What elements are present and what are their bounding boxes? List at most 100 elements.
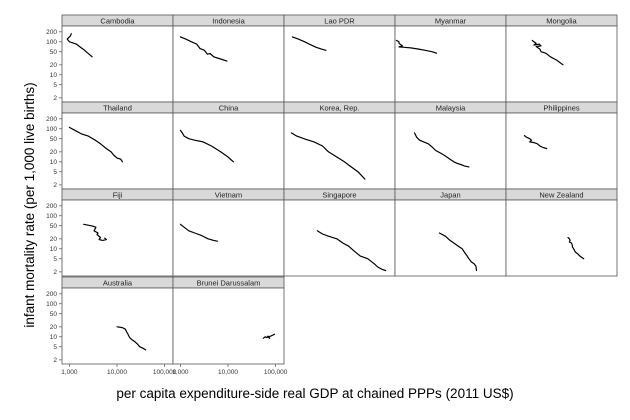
x-tick-label: 10,000 xyxy=(107,369,127,376)
panel-label: China xyxy=(219,103,239,112)
y-tick-label: 10 xyxy=(50,334,58,341)
panel-plot-area xyxy=(283,199,396,277)
panel: China xyxy=(172,101,285,190)
y-tick-label: 10 xyxy=(50,159,58,166)
x-tick-label: 1,000 xyxy=(61,369,78,376)
x-tick-label: 100,000 xyxy=(153,369,177,376)
panel-plot-area xyxy=(61,287,174,365)
panel-label: New Zealand xyxy=(539,190,583,199)
series-line xyxy=(262,333,276,339)
y-tick-label: 5 xyxy=(53,256,57,263)
y-tick-label: 5 xyxy=(53,82,57,89)
y-tick-label: 200 xyxy=(46,291,57,298)
y-tick-label: 20 xyxy=(50,149,58,156)
panel-plot-area xyxy=(61,112,174,190)
panel-label: Vietnam xyxy=(215,190,242,199)
y-tick-label: 50 xyxy=(50,223,58,230)
panel: Lao PDR xyxy=(283,14,396,103)
series-line xyxy=(291,36,327,51)
y-tick-label: 50 xyxy=(50,311,58,318)
panel-plot-area xyxy=(61,25,174,103)
series-line xyxy=(179,36,228,62)
panel: Japan xyxy=(394,188,507,277)
y-tick-label: 10 xyxy=(50,246,58,253)
y-tick-label: 2 xyxy=(53,357,57,364)
panel: Korea, Rep. xyxy=(283,101,396,190)
panel: Australia xyxy=(61,276,174,365)
panel-label: Mongolia xyxy=(546,16,577,25)
x-tick-label: 1,000 xyxy=(172,369,189,376)
panel-label: Thailand xyxy=(103,103,132,112)
y-tick-label: 100 xyxy=(46,39,57,46)
y-tick-label: 200 xyxy=(46,116,57,123)
series-line xyxy=(567,236,585,260)
series-line xyxy=(179,129,234,163)
y-tick-label: 20 xyxy=(50,62,58,69)
panel-label: Philippines xyxy=(543,103,580,112)
panel-label: Fiji xyxy=(113,190,123,199)
y-tick-label: 5 xyxy=(53,169,57,176)
y-tick-label: 200 xyxy=(46,203,57,210)
panel: Philippines xyxy=(505,101,618,190)
panel-plot-area xyxy=(172,287,285,365)
panel-label: Cambodia xyxy=(100,16,135,25)
y-tick-label: 10 xyxy=(50,72,58,79)
panel-label: Australia xyxy=(103,278,133,287)
panel-plot-area xyxy=(172,112,285,190)
series-line xyxy=(316,230,387,272)
panel-label: Korea, Rep. xyxy=(319,103,359,112)
panel: Vietnam xyxy=(172,188,285,277)
y-tick-label: 5 xyxy=(53,344,57,351)
y-tick-label: 2 xyxy=(53,95,57,102)
panel-plot-area xyxy=(172,199,285,277)
x-tick-label: 10,000 xyxy=(218,369,238,376)
panel-label: Myanmar xyxy=(435,16,467,25)
y-axis-title: infant mortality rate (per 1,000 live bi… xyxy=(22,82,37,327)
panel: Malaysia xyxy=(394,101,507,190)
y-tick-label: 100 xyxy=(46,126,57,133)
y-tick-label: 50 xyxy=(50,49,58,56)
panel-plot-area xyxy=(283,25,396,103)
series-line xyxy=(68,126,123,163)
panel-label: Brunei Darussalam xyxy=(197,278,261,287)
panel-plot-area xyxy=(394,199,507,277)
y-tick-label: 20 xyxy=(50,324,58,331)
panel-plot-area xyxy=(172,25,285,103)
y-tick-label: 100 xyxy=(46,301,57,308)
series-line xyxy=(179,223,218,242)
series-line xyxy=(438,232,478,272)
y-tick-label: 50 xyxy=(50,136,58,143)
y-tick-label: 200 xyxy=(46,29,57,36)
panel-plot-area xyxy=(505,199,618,277)
y-tick-label: 20 xyxy=(50,236,58,243)
y-axis-ticks: 2 5 10 20 50 100 200 2 5 10 20 50 100 200 2 5 10 20 50 100 2… xyxy=(46,29,62,364)
series-line xyxy=(395,39,438,54)
x-axis-title: per capita expenditure-side real GDP at … xyxy=(116,386,513,401)
panels: Cambodia Indonesia Lao PDR Myanmar Mongolia T… xyxy=(61,14,618,365)
panel: Mongolia xyxy=(505,14,618,103)
panel: Myanmar xyxy=(394,14,507,103)
panel-plot-area xyxy=(394,25,507,103)
panel: Brunei Darussalam xyxy=(172,276,285,365)
panel-label: Indonesia xyxy=(212,16,245,25)
y-tick-label: 2 xyxy=(53,182,57,189)
panel-plot-area xyxy=(283,112,396,190)
series-line xyxy=(531,39,564,66)
panel-plot-area xyxy=(61,199,174,277)
panel: Cambodia xyxy=(61,14,174,103)
panel: Fiji xyxy=(61,188,174,277)
panel-label: Lao PDR xyxy=(324,16,355,25)
panel-label: Singapore xyxy=(322,190,356,199)
series-line xyxy=(413,132,470,168)
panel-plot-area xyxy=(394,112,507,190)
series-line xyxy=(116,326,147,351)
series-line xyxy=(66,33,93,58)
y-tick-label: 100 xyxy=(46,213,57,220)
panel: Singapore xyxy=(283,188,396,277)
x-tick-label: 100,000 xyxy=(264,369,288,376)
series-line xyxy=(83,223,107,241)
series-line xyxy=(523,135,548,150)
series-line xyxy=(290,132,366,180)
